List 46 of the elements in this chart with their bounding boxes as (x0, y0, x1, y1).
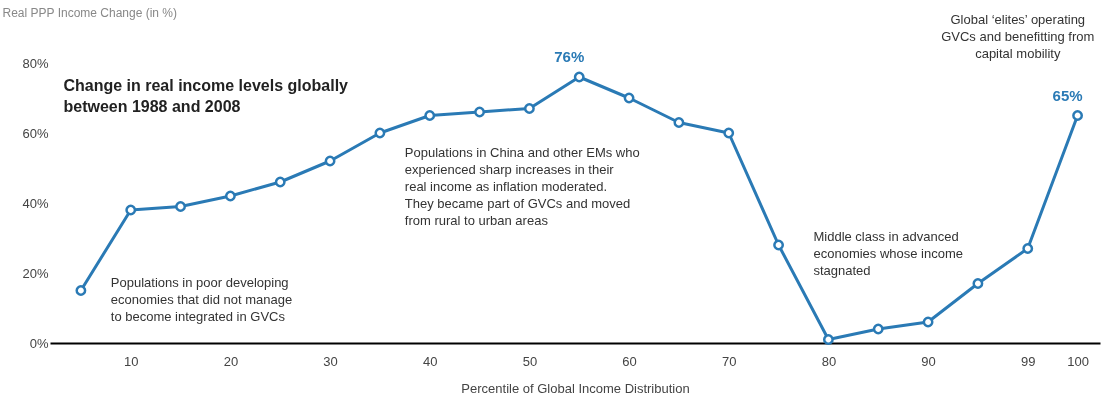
point (773, 239, 784, 251)
point (922, 316, 934, 328)
point (723, 127, 735, 139)
y-tick-label: 80% (22, 55, 49, 71)
point (474, 106, 485, 118)
point (1022, 243, 1034, 254)
x-tick-label: 70 (722, 353, 737, 369)
y-tick-label: 0% (29, 335, 49, 351)
y-tick-label: 40% (22, 195, 49, 211)
y-tick-label: 60% (22, 125, 49, 141)
point (623, 92, 635, 104)
point (1072, 110, 1084, 121)
x-tick-label: 90 (921, 353, 936, 369)
y-axis-title: Real PPP Income Change (in %) (2, 5, 178, 20)
x-tick-label: 80 (821, 353, 837, 369)
point (573, 71, 585, 83)
point (972, 278, 984, 289)
data-label: 65% (1052, 86, 1083, 104)
x-tick-label: 99 (1021, 353, 1036, 369)
x-tick-label: 30 (323, 353, 338, 369)
x-tick-label: 50 (522, 353, 538, 369)
point (673, 117, 685, 128)
point (872, 323, 884, 335)
point (822, 334, 834, 345)
point (324, 155, 336, 167)
x-tick-label: 60 (622, 353, 637, 369)
x-tick-label: 100 (1067, 353, 1089, 369)
x-tick-label: 10 (124, 353, 139, 369)
data-label: 76% (554, 48, 585, 65)
text: Change in real income levels globally between 1988 and 2008 (63, 76, 349, 115)
annotation: Populations in poor developing economies that did not manage to become integrated in GVCs (110, 274, 293, 324)
point (75, 285, 87, 296)
x-tick-label: 20 (223, 353, 239, 369)
annotation: Middle class in advanced economies whose income stagnated (813, 229, 964, 278)
x-tick-label: 40 (423, 353, 438, 369)
point (374, 127, 386, 139)
point (125, 204, 137, 216)
point (523, 103, 535, 114)
text: Global ‘elites’ operating GVCs and benefitting from capital mobility (941, 12, 1095, 61)
point (224, 190, 236, 202)
point (175, 201, 186, 212)
point (274, 176, 286, 188)
y-tick-label: 20% (22, 265, 49, 281)
annotation: Populations in China and other EMs who experienced sharp increases in their real income as inflation moderated. They became part of GVCs and moved from rural to urban areas (404, 145, 640, 228)
x-axis-title: Percentile of Global Income Distribution (461, 380, 690, 396)
point (424, 110, 436, 121)
